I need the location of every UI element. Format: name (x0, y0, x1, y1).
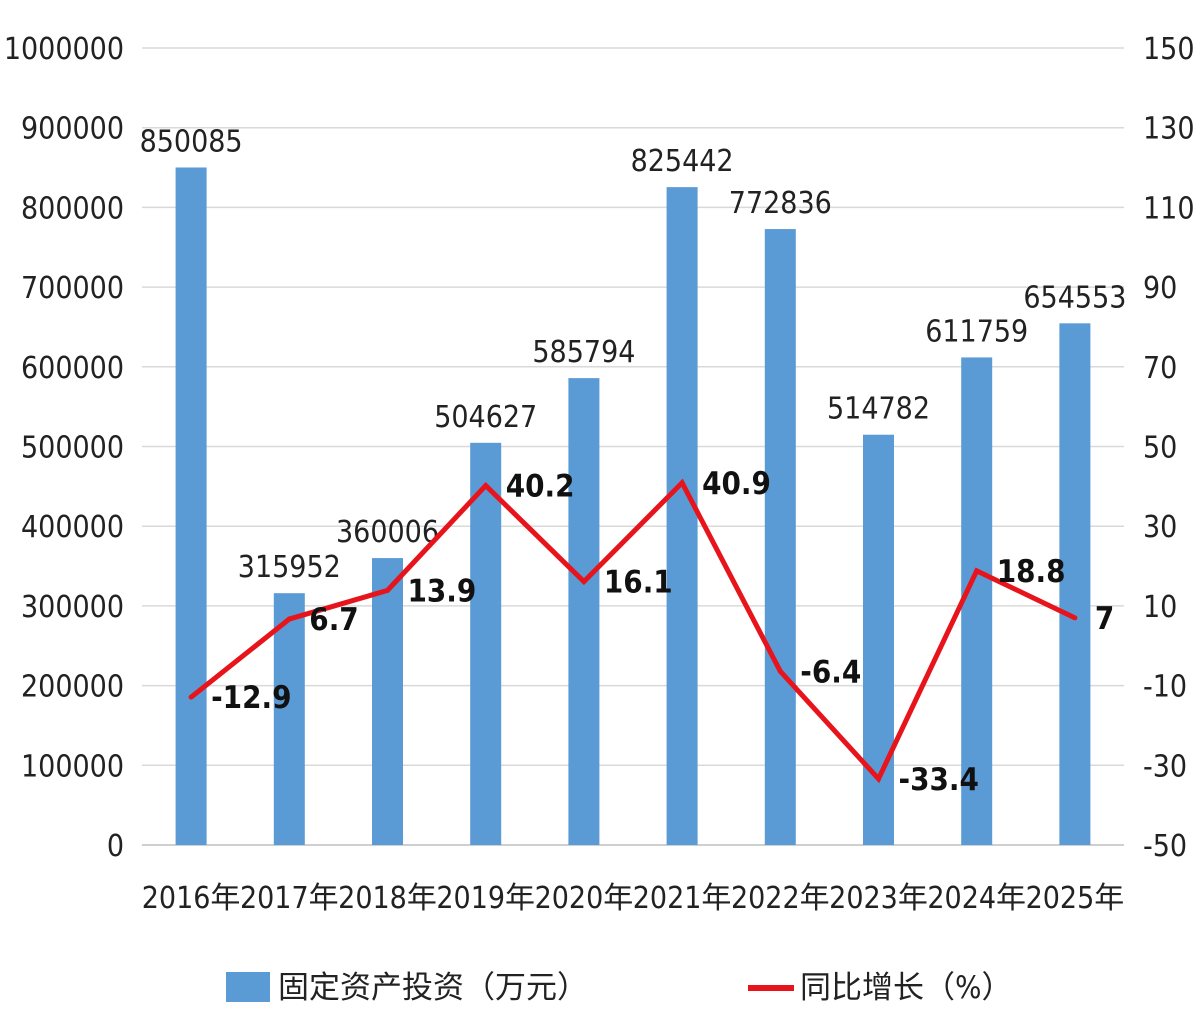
legend-bar-label: 固定资产投资（万元） (278, 970, 588, 1006)
bar-series (175, 167, 1091, 846)
line-data-label: 16.1 (604, 565, 673, 601)
right-tick-label: 130 (1143, 112, 1194, 147)
bar (568, 378, 600, 845)
bar (863, 434, 894, 845)
line-data-label: 6.7 (309, 602, 358, 638)
x-tick-label: 2023年 (829, 881, 928, 916)
right-tick-label: 30 (1143, 510, 1177, 545)
line-data-label: -12.9 (211, 680, 291, 716)
right-tick-label: 10 (1143, 590, 1177, 625)
bar (372, 558, 403, 845)
line-data-label: -6.4 (800, 654, 861, 690)
bar-data-label: 360006 (336, 515, 439, 550)
right-tick-label: -50 (1143, 829, 1187, 864)
right-tick-label: 90 (1143, 271, 1177, 306)
left-tick-label: 400000 (21, 510, 124, 545)
line-point (385, 587, 390, 593)
bar (470, 442, 502, 845)
right-tick-label: 150 (1143, 32, 1194, 67)
x-tick-label: 2021年 (633, 881, 732, 916)
line-data-label: 7 (1095, 601, 1114, 637)
line-point (286, 616, 292, 622)
line-data-labels: -12.9 6.7 13.9 40.2 16.1 40.9 -6.4 -33.4 18.8 7 (211, 466, 1114, 798)
left-tick-label: 1000000 (4, 32, 124, 67)
bar-data-label: 850085 (140, 124, 243, 159)
line-point (679, 480, 685, 486)
left-tick-label: 200000 (21, 670, 124, 705)
bar-data-label: 585794 (532, 335, 635, 370)
legend: 固定资产投资（万元） 同比增长（%） (226, 970, 1013, 1006)
line-point (483, 483, 489, 489)
x-tick-label: 2016年 (142, 881, 241, 916)
right-tick-label: -30 (1143, 749, 1187, 784)
left-tick-label: 700000 (21, 271, 124, 306)
left-tick-label: 0 (107, 829, 124, 864)
left-tick-label: 100000 (21, 749, 124, 784)
right-tick-label: 50 (1143, 431, 1177, 466)
x-tick-label: 2022年 (731, 881, 830, 916)
line-point (974, 568, 980, 574)
line-data-label: 13.9 (408, 573, 477, 609)
bar-data-label: 514782 (827, 392, 930, 427)
bar-data-label: 825442 (631, 144, 734, 179)
left-tick-label: 500000 (21, 431, 124, 466)
x-tick-label: 2025年 (1026, 881, 1125, 916)
line-data-label: 18.8 (997, 554, 1066, 590)
line-data-label: 40.9 (702, 466, 771, 502)
x-tick-label: 2020年 (535, 881, 634, 916)
bar-data-label: 504627 (434, 400, 537, 435)
legend-line-label: 同比增长（%） (800, 970, 1013, 1006)
line-series (188, 478, 1078, 784)
left-tick-label: 900000 (21, 112, 124, 147)
left-tick-label: 600000 (21, 351, 124, 386)
line-point (876, 776, 881, 782)
right-y-axis: -50 -30 -10 10 30 50 70 90 110 130 150 (1143, 32, 1194, 864)
left-tick-label: 300000 (21, 590, 124, 625)
line-point (1072, 615, 1078, 621)
right-tick-label: -10 (1143, 670, 1187, 705)
right-tick-label: 70 (1143, 351, 1177, 386)
bar (273, 593, 305, 845)
bar (175, 167, 207, 846)
line-data-label: 40.2 (506, 469, 575, 505)
x-tick-label: 2019年 (436, 881, 535, 916)
line-point (188, 694, 194, 700)
x-tick-label: 2024年 (927, 881, 1026, 916)
legend-bar-swatch (226, 972, 270, 1002)
bar-data-label: 654553 (1023, 280, 1126, 315)
x-axis: 2016年 2017年 2018年 2019年 2020年 2021年 2022年 2023年… (142, 881, 1124, 916)
gridlines (142, 47, 1124, 846)
bar-data-label: 772836 (729, 186, 832, 221)
bar (961, 357, 993, 845)
bar-data-label: 315952 (238, 550, 341, 585)
line-point (777, 668, 783, 674)
line-data-label: -33.4 (899, 762, 979, 798)
bar (1059, 323, 1091, 845)
right-tick-label: 110 (1143, 191, 1194, 226)
bar-data-label: 611759 (925, 314, 1028, 349)
bar (666, 187, 698, 845)
line-path (189, 478, 1076, 784)
bar (764, 229, 796, 846)
x-tick-label: 2017年 (240, 881, 339, 916)
x-tick-label: 2018年 (338, 881, 437, 916)
left-tick-label: 800000 (21, 191, 124, 226)
line-point (581, 579, 587, 585)
left-y-axis: 0 100000 200000 300000 400000 500000 600000 700… (4, 32, 124, 864)
